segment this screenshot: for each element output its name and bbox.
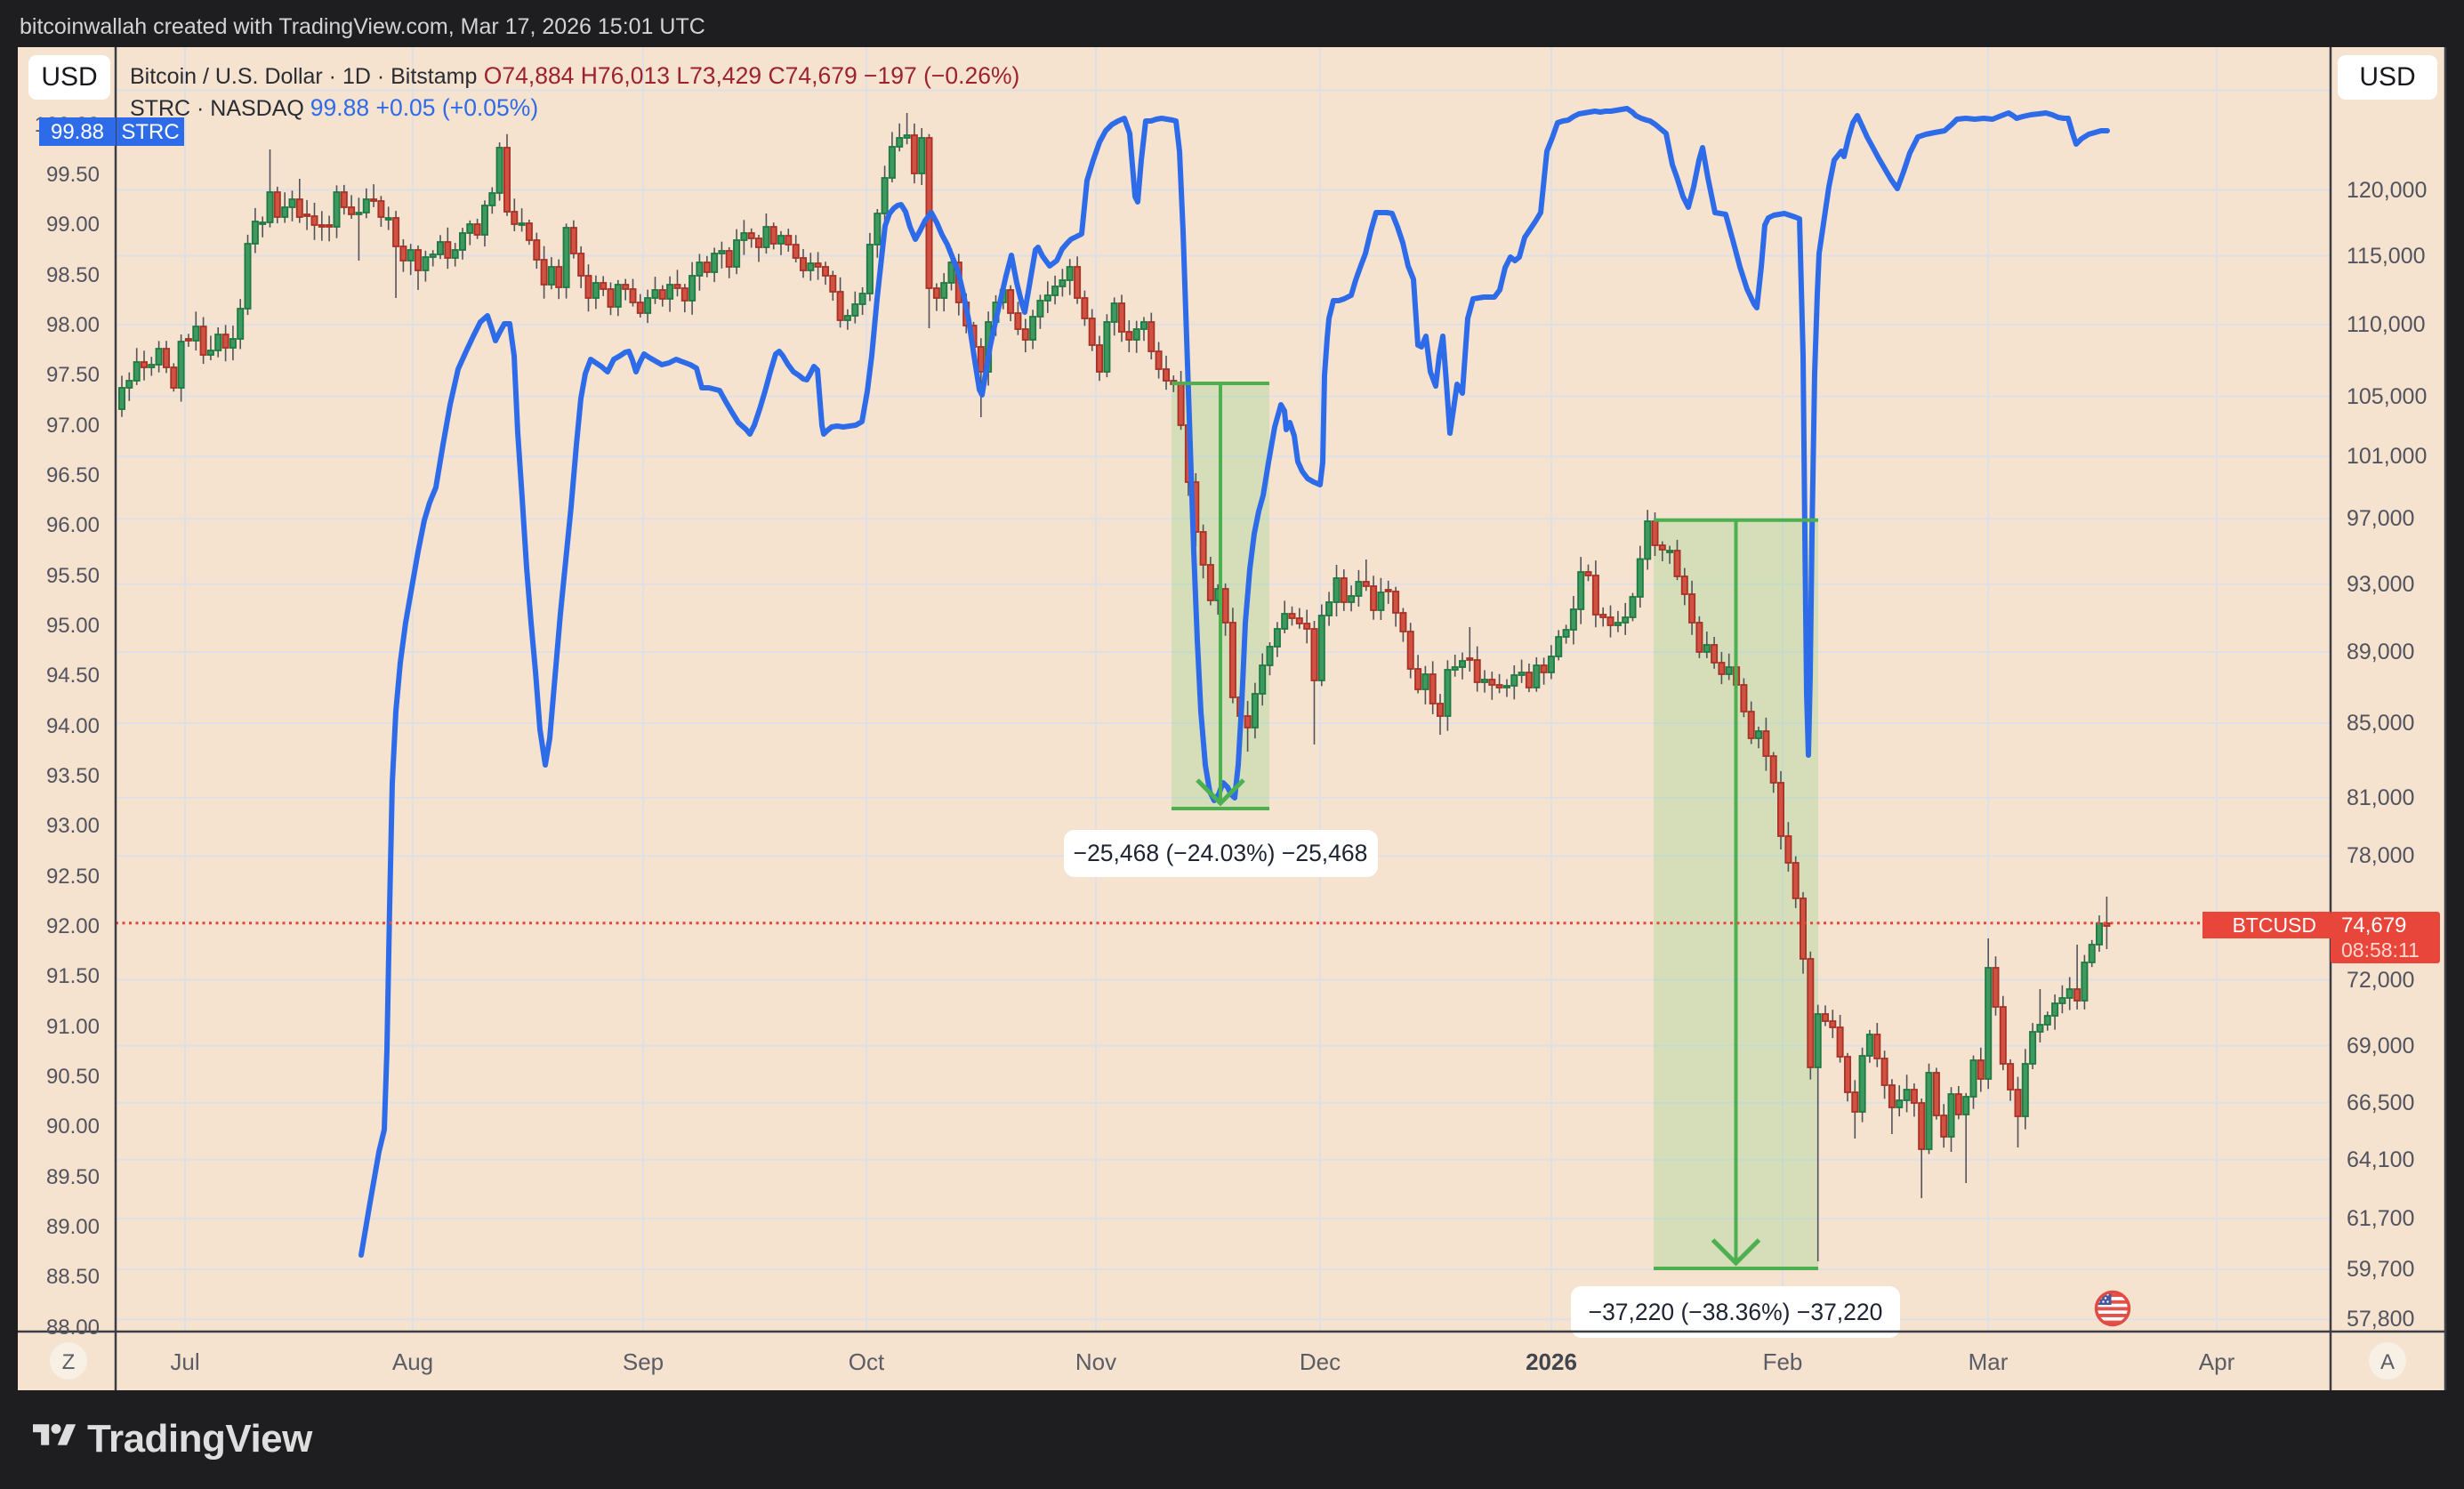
svg-text:74,679: 74,679 (2341, 914, 2406, 938)
svg-text:Aug: Aug (392, 1348, 433, 1375)
svg-text:81,000: 81,000 (2347, 785, 2414, 810)
svg-text:A: A (2380, 1350, 2395, 1374)
svg-text:93.50: 93.50 (46, 764, 100, 788)
svg-text:89.50: 89.50 (46, 1165, 100, 1189)
svg-text:93.00: 93.00 (46, 814, 100, 838)
svg-text:Z: Z (62, 1350, 76, 1374)
svg-text:89.00: 89.00 (46, 1215, 100, 1239)
svg-text:97,000: 97,000 (2347, 506, 2414, 531)
svg-text:94.50: 94.50 (46, 664, 100, 688)
svg-text:98.50: 98.50 (46, 263, 100, 287)
svg-text:Oct: Oct (849, 1348, 885, 1375)
svg-text:97.50: 97.50 (46, 363, 100, 387)
svg-text:85,000: 85,000 (2347, 711, 2414, 736)
svg-text:Apr: Apr (2199, 1348, 2235, 1375)
svg-text:101,000: 101,000 (2347, 444, 2427, 469)
svg-text:BTCUSD: BTCUSD (2232, 914, 2316, 937)
svg-text:95.00: 95.00 (46, 614, 100, 638)
svg-text:Feb: Feb (1763, 1348, 1803, 1375)
svg-text:2026: 2026 (1526, 1348, 1577, 1375)
svg-text:110,000: 110,000 (2347, 312, 2426, 337)
svg-text:USD: USD (2359, 62, 2415, 92)
svg-text:STRC · NASDAQ 99.88 +0.05 (+0.: STRC · NASDAQ 99.88 +0.05 (+0.05%) (130, 94, 538, 121)
svg-text:TradingView: TradingView (87, 1417, 313, 1461)
svg-text:96.50: 96.50 (46, 463, 100, 487)
svg-text:95.50: 95.50 (46, 564, 100, 588)
svg-text:94.00: 94.00 (46, 714, 100, 738)
svg-text:bitcoinwallah created with Tra: bitcoinwallah created with TradingView.c… (20, 14, 705, 39)
svg-text:Mar: Mar (1969, 1348, 2009, 1375)
svg-text:57,800: 57,800 (2347, 1307, 2414, 1332)
svg-text:91.00: 91.00 (46, 1015, 100, 1039)
svg-text:Dec: Dec (1300, 1348, 1341, 1375)
svg-text:08:58:11: 08:58:11 (2341, 938, 2420, 962)
svg-text:92.00: 92.00 (46, 914, 100, 938)
svg-text:90.50: 90.50 (46, 1065, 100, 1089)
svg-text:−25,468 (−24.03%) −25,468: −25,468 (−24.03%) −25,468 (1074, 840, 1368, 866)
svg-text:STRC: STRC (121, 120, 179, 144)
svg-text:69,000: 69,000 (2347, 1034, 2414, 1058)
svg-text:72,000: 72,000 (2347, 968, 2414, 993)
svg-text:99.88: 99.88 (51, 120, 104, 144)
svg-text:99.50: 99.50 (46, 163, 100, 187)
svg-text:61,700: 61,700 (2347, 1206, 2414, 1231)
svg-text:93,000: 93,000 (2347, 572, 2414, 597)
svg-text:91.50: 91.50 (46, 964, 100, 988)
svg-text:Nov: Nov (1075, 1348, 1116, 1375)
svg-text:Bitcoin / U.S. Dollar · 1D · B: Bitcoin / U.S. Dollar · 1D · Bitstamp O7… (130, 62, 1019, 89)
svg-text:66,500: 66,500 (2347, 1091, 2414, 1115)
svg-text:Jul: Jul (170, 1348, 199, 1375)
svg-text:115,000: 115,000 (2347, 244, 2426, 269)
svg-text:89,000: 89,000 (2347, 640, 2414, 664)
svg-text:78,000: 78,000 (2347, 843, 2414, 868)
svg-text:59,700: 59,700 (2347, 1257, 2414, 1282)
svg-text:98.00: 98.00 (46, 313, 100, 337)
svg-text:92.50: 92.50 (46, 865, 100, 889)
svg-text:96.00: 96.00 (46, 513, 100, 537)
svg-text:88.00: 88.00 (46, 1316, 100, 1340)
svg-text:Sep: Sep (623, 1348, 664, 1375)
svg-text:97.00: 97.00 (46, 414, 100, 438)
svg-text:120,000: 120,000 (2347, 178, 2427, 203)
svg-text:99.00: 99.00 (46, 213, 100, 237)
svg-text:88.50: 88.50 (46, 1265, 100, 1289)
svg-text:90.00: 90.00 (46, 1115, 100, 1139)
svg-text:USD: USD (41, 62, 97, 92)
svg-text:105,000: 105,000 (2347, 384, 2427, 409)
svg-text:64,100: 64,100 (2347, 1147, 2414, 1172)
svg-text:−37,220 (−38.36%) −37,220: −37,220 (−38.36%) −37,220 (1589, 1299, 1883, 1325)
